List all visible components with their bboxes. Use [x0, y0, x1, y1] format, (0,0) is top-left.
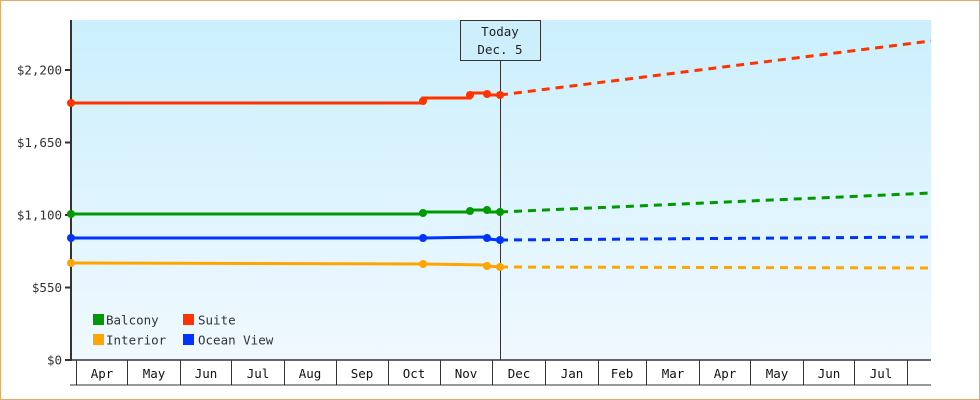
- series-balcony: [67, 191, 932, 218]
- month-label: May: [766, 366, 789, 381]
- today-label: Today: [481, 24, 519, 39]
- y-tick-label: $2,200: [17, 63, 62, 78]
- y-tick-label: $550: [32, 280, 62, 295]
- month-label: Jan: [561, 366, 584, 381]
- legend-item-balcony[interactable]: Balcony: [93, 313, 159, 328]
- month-label: Apr: [714, 366, 737, 381]
- y-tick-label: $0: [47, 353, 62, 368]
- month-label: Apr: [91, 366, 114, 381]
- legend-item-ocean-view[interactable]: Ocean View: [183, 333, 274, 348]
- series-suite: [67, 39, 932, 107]
- month-label: Sep: [351, 366, 374, 381]
- month-label: Mar: [662, 366, 685, 381]
- y-tick-label: $1,100: [17, 208, 62, 223]
- month-label: Jun: [818, 366, 841, 381]
- month-label: Jul: [247, 366, 270, 381]
- legend-item-suite[interactable]: Suite: [183, 313, 236, 328]
- legend-label: Interior: [106, 333, 167, 348]
- y-ticks: $2,200 $1,650 $1,100 $550 $0: [17, 63, 71, 368]
- month-label: Nov: [455, 366, 478, 381]
- legend-label: Balcony: [106, 313, 159, 328]
- month-label: Feb: [611, 366, 634, 381]
- legend-label: Suite: [198, 313, 236, 328]
- ocean-view-swatch-icon: [183, 334, 194, 345]
- legend: Balcony Suite Interior Ocean View: [93, 313, 274, 348]
- legend-item-interior[interactable]: Interior: [93, 333, 167, 348]
- y-tick-label: $1,650: [17, 135, 62, 150]
- month-label: May: [143, 366, 166, 381]
- balcony-swatch-icon: [93, 314, 104, 325]
- month-label: Oct: [403, 366, 426, 381]
- series-ocean-view: [67, 234, 932, 244]
- series-interior: [67, 259, 932, 271]
- month-label: Dec: [508, 366, 531, 381]
- month-axis: Apr May Jun Jul Aug Sep Oct Nov Dec Jan …: [70, 360, 931, 386]
- today-box: [460, 20, 541, 61]
- interior-swatch-icon: [93, 334, 104, 345]
- suite-swatch-icon: [183, 314, 194, 325]
- month-label: Jul: [870, 366, 893, 381]
- today-date: Dec. 5: [477, 42, 522, 57]
- legend-label: Ocean View: [198, 333, 274, 348]
- month-label: Aug: [299, 366, 322, 381]
- month-label: Jun: [195, 366, 218, 381]
